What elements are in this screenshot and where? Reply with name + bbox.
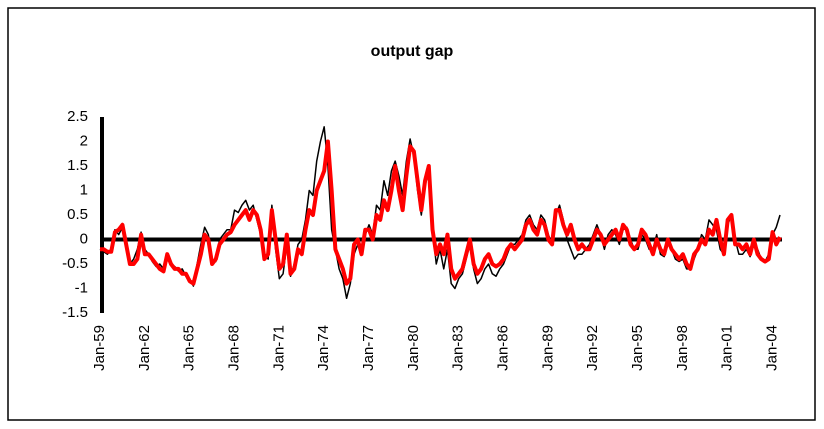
y-tick-label: -1 — [75, 279, 88, 296]
y-tick-label: 2 — [80, 132, 88, 149]
x-tick-label: Jan-89 — [539, 325, 556, 371]
series-line — [100, 139, 782, 286]
chart-title: output gap — [371, 43, 454, 60]
chart-frame — [7, 7, 816, 421]
y-tick-label: 1.5 — [67, 157, 88, 174]
y-tick-label: -1.5 — [62, 304, 88, 321]
x-tick-label: Jan-74 — [315, 325, 332, 371]
y-tick-label: 0.5 — [67, 206, 88, 223]
y-tick-label: 0 — [80, 230, 88, 247]
x-tick-label: Jan-83 — [450, 325, 467, 371]
y-tick-label: 1 — [80, 181, 88, 198]
x-tick-label: Jan-86 — [494, 325, 511, 371]
y-tick-label: 2.5 — [67, 108, 88, 125]
x-tick-label: Jan-92 — [584, 325, 601, 371]
x-tick-label: Jan-59 — [91, 325, 108, 371]
x-tick-label: Jan-77 — [360, 325, 377, 371]
x-tick-label: Jan-04 — [763, 325, 780, 371]
x-tick-label: Jan-65 — [181, 325, 198, 371]
y-tick-label: -0.5 — [62, 255, 88, 272]
x-tick-label: Jan-95 — [629, 325, 646, 371]
x-tick-label: Jan-71 — [270, 325, 287, 371]
x-tick-label: Jan-68 — [225, 325, 242, 371]
x-tick-label: Jan-80 — [405, 325, 422, 371]
x-tick-label: Jan-01 — [719, 325, 736, 371]
x-tick-label: Jan-98 — [674, 325, 691, 371]
x-tick-label: Jan-62 — [136, 325, 153, 371]
